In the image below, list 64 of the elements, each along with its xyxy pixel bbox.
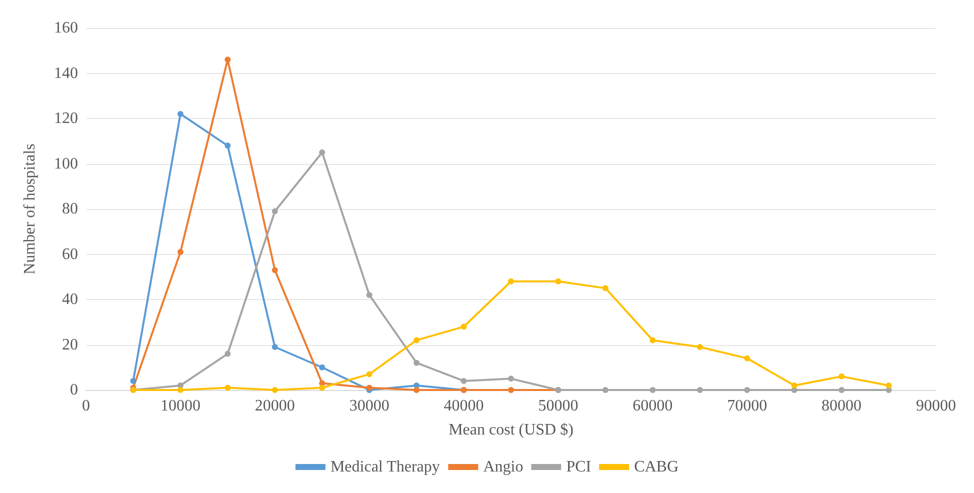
legend-label: Angio xyxy=(483,458,524,476)
point xyxy=(414,360,420,366)
y-tick-label: 120 xyxy=(54,110,78,127)
point xyxy=(414,337,420,344)
point xyxy=(838,373,845,380)
y-tick-label: 160 xyxy=(54,20,78,36)
point xyxy=(555,278,562,284)
y-tick-label: 140 xyxy=(54,64,78,82)
point xyxy=(650,337,656,344)
point xyxy=(744,355,750,362)
point xyxy=(696,387,703,393)
x-tick-label: 90000 xyxy=(916,398,956,414)
y-tick-label: 40 xyxy=(62,291,78,308)
point xyxy=(177,387,184,393)
point xyxy=(414,387,420,393)
point xyxy=(224,142,231,149)
x-tick-label: 10000 xyxy=(160,398,200,414)
point xyxy=(224,350,231,357)
point xyxy=(460,324,467,330)
legend-label: PCI xyxy=(566,458,592,476)
y-tick-label: 100 xyxy=(54,155,78,172)
x-tick-label: 50000 xyxy=(538,398,578,414)
x-tick-label: 20000 xyxy=(254,398,295,414)
point xyxy=(130,378,136,384)
point xyxy=(319,364,326,370)
x-axis-title: Mean cost (USD $) xyxy=(448,422,574,438)
x-tick-label: 0 xyxy=(82,398,90,414)
y-tick-label: 0 xyxy=(70,382,78,398)
point xyxy=(886,382,892,388)
point xyxy=(272,267,278,274)
point xyxy=(224,384,231,391)
point xyxy=(272,387,278,393)
point xyxy=(791,382,798,388)
point xyxy=(508,278,514,284)
x-tick-label: 30000 xyxy=(349,398,390,414)
point xyxy=(366,292,372,298)
point xyxy=(319,149,326,156)
y-tick-label: 20 xyxy=(62,336,78,354)
x-tick-label: 60000 xyxy=(632,398,673,414)
point xyxy=(508,387,514,393)
point xyxy=(272,208,278,214)
point xyxy=(508,376,514,382)
point xyxy=(177,110,184,117)
point xyxy=(272,344,278,350)
x-tick-label: 70000 xyxy=(727,398,768,414)
point xyxy=(319,384,326,391)
x-tick-label: 80000 xyxy=(822,398,862,414)
point xyxy=(744,387,750,393)
point xyxy=(366,371,372,378)
point xyxy=(838,387,845,393)
point xyxy=(696,344,703,350)
point xyxy=(177,248,184,255)
legend-label: CABG xyxy=(634,458,679,476)
y-axis-title: Number of hospitals xyxy=(22,144,38,274)
point xyxy=(602,285,608,292)
legend-label: Medical Therapy xyxy=(330,458,440,476)
x-tick-label: 40000 xyxy=(444,398,484,414)
point xyxy=(366,384,372,391)
point xyxy=(650,387,656,393)
y-tick-label: 80 xyxy=(62,200,78,218)
y-tick-label: 60 xyxy=(62,246,78,263)
point xyxy=(224,56,231,63)
point xyxy=(602,387,608,393)
point xyxy=(460,378,467,384)
